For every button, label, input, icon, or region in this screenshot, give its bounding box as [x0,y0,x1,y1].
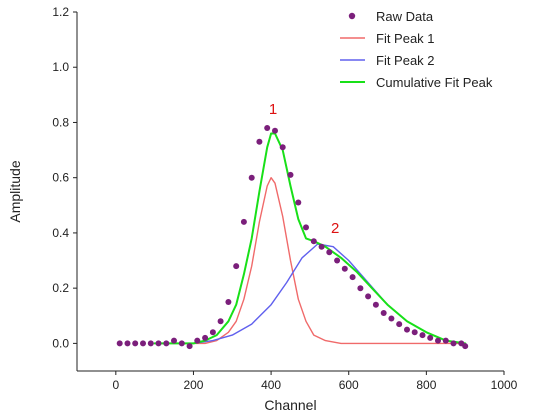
y-tick-label: 1.0 [52,60,69,74]
raw-data-point [140,340,146,347]
y-tick-label: 0.6 [52,171,69,185]
y-axis-title: Amplitude [7,160,23,222]
raw-data-point [132,340,139,347]
ticks-layer: 0.0 0.2 0.4 0.6 0.8 1.0 1.2 0 200 400 600 800 1000 [52,5,517,392]
legend-label: Cumulative Fit Peak [376,75,493,90]
raw-data-point [147,340,154,347]
legend-label: Fit Peak 2 [376,53,435,68]
raw-data-point [357,285,364,292]
raw-data-point [318,243,325,250]
raw-data-point [380,310,387,316]
y-tick-label: 1.2 [52,5,69,19]
legend-layer: Raw Data Fit Peak 1 Fit Peak 2 Cumulative F… [340,9,493,90]
x-tick-label: 800 [416,378,436,392]
raw-data-point [178,340,185,347]
raw-data-point [163,340,170,347]
series-line-fit-peak-2 [192,243,466,345]
raw-data-point [435,337,441,344]
raw-data-point [427,334,434,341]
raw-data-point [462,343,469,350]
raw-data-point [264,125,271,131]
raw-data-point [442,337,449,344]
raw-data-point [341,265,348,272]
raw-data-point [186,343,193,350]
series-layer [116,125,469,350]
raw-data-point [411,329,418,336]
x-tick-label: 400 [261,378,281,392]
raw-data-point [217,318,224,325]
axes-layer: Channel Amplitude [7,12,504,413]
raw-data-point [396,321,403,328]
legend-item-fit-peak-2: Fit Peak 2 [340,53,435,68]
legend-label: Raw Data [376,9,434,24]
raw-data-point [349,274,356,281]
peak-annotation: 1 [269,101,277,118]
raw-data-point [303,224,309,231]
x-tick-label: 1000 [491,378,518,392]
raw-data-point [116,340,123,347]
y-tick-label: 0.2 [52,281,69,295]
raw-data-point [209,329,216,336]
raw-data-point [334,257,341,264]
raw-data-point [326,249,333,256]
y-tick-label: 0.0 [52,336,69,350]
raw-data-point [279,144,286,151]
x-tick-label: 600 [339,378,359,392]
raw-data-point [171,337,177,344]
legend-item-fit-peak-1: Fit Peak 1 [340,31,435,46]
raw-data-point [287,171,294,178]
raw-data-point [194,337,201,344]
legend-item-cumulative-fit-peak: Cumulative Fit Peak [340,75,493,90]
series-line-fit-peak-1 [153,176,466,345]
annotation-layer: 12 [269,101,339,237]
raw-data-point [272,127,278,134]
raw-data-point [202,334,209,341]
raw-data-point [372,301,379,308]
raw-data-point [233,263,240,270]
x-tick-label: 200 [183,378,203,392]
y-tick-label: 0.4 [52,226,69,240]
legend-marker [348,12,356,20]
raw-data-point [256,138,263,145]
raw-data-point [450,340,457,347]
legend-item-raw-data: Raw Data [348,9,434,24]
raw-data-point [225,299,232,305]
y-tick-label: 0.8 [52,115,69,129]
legend-label: Fit Peak 1 [376,31,435,46]
raw-data-point [240,218,247,225]
raw-data-point [419,332,426,339]
peak-annotation: 2 [331,220,339,237]
raw-data-point [124,340,131,347]
raw-data-point [295,199,302,206]
raw-data-point [388,315,395,322]
x-tick-label: 0 [112,378,119,392]
raw-data-point [365,293,372,300]
raw-data-point [248,174,255,181]
raw-data-point [404,326,410,333]
raw-data-point [155,340,162,347]
x-axis-title: Channel [264,397,316,413]
raw-data-point [310,238,317,245]
series-line-cumulative-fit-peak [153,132,467,345]
